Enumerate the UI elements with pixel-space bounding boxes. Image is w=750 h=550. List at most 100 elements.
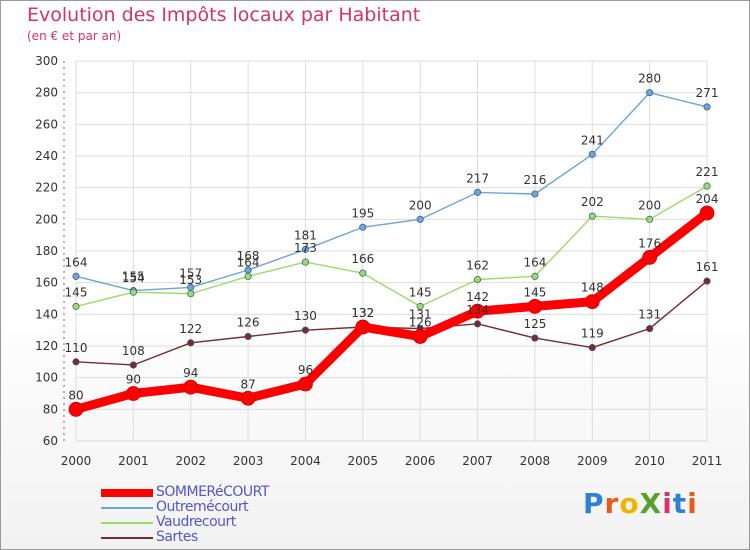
- data-label: 132: [351, 306, 374, 320]
- data-point: [588, 150, 596, 158]
- y-tick-label: 160: [35, 276, 58, 290]
- data-point: [301, 326, 310, 334]
- data-point: [298, 376, 313, 392]
- data-label: 200: [638, 198, 661, 212]
- line-chart: 60 80 100 120 140 160 180 200 220 240 260 280 300 200…: [35, 54, 722, 468]
- data-label: 145: [65, 285, 88, 299]
- data-point: [359, 269, 367, 277]
- data-label: 134: [466, 303, 489, 317]
- data-point: [646, 325, 654, 333]
- data-point: [240, 390, 256, 406]
- x-tick-label: 2004: [290, 454, 321, 468]
- data-label: 280: [638, 72, 661, 86]
- x-tick-label: 2001: [118, 454, 149, 468]
- data-label: 148: [581, 281, 604, 295]
- data-point: [703, 103, 711, 111]
- data-point: [187, 290, 195, 298]
- logo-letter: i: [662, 487, 673, 520]
- data-label: 142: [466, 290, 489, 304]
- data-label: 176: [638, 236, 661, 250]
- data-label: 126: [409, 316, 432, 330]
- data-point: [531, 272, 539, 280]
- logo-letter: t: [672, 487, 688, 520]
- data-label: 157: [179, 266, 202, 280]
- data-point: [72, 302, 80, 310]
- y-tick-label: 60: [43, 434, 58, 448]
- data-label: 164: [237, 255, 260, 269]
- data-label: 221: [696, 165, 719, 179]
- chart-legend: SOMMERéCOURT Outremécourt Vaudrecourt Sarte…: [101, 484, 361, 546]
- data-point: [129, 361, 137, 369]
- legend-swatch: [101, 522, 153, 524]
- data-label: 195: [351, 206, 374, 220]
- data-label: 164: [523, 255, 546, 269]
- legend-swatch: [101, 507, 153, 509]
- data-label: 130: [294, 309, 317, 323]
- data-label: 181: [294, 228, 317, 242]
- data-label: 145: [523, 285, 546, 299]
- data-label: 90: [126, 373, 141, 387]
- data-label: 168: [237, 249, 260, 263]
- x-tick-label: 2007: [462, 454, 493, 468]
- data-label: 155: [122, 270, 145, 284]
- data-point: [416, 215, 424, 223]
- y-tick-label: 260: [35, 117, 58, 131]
- data-label: 131: [638, 308, 661, 322]
- chart-subtitle: (en € et par an): [27, 29, 122, 43]
- proxiti-logo: ProXiti: [583, 487, 698, 520]
- x-tick-label: 2010: [634, 454, 665, 468]
- legend-item: Sartes: [101, 529, 361, 546]
- data-point: [531, 190, 539, 198]
- data-point: [359, 223, 367, 231]
- data-label: 204: [696, 192, 719, 206]
- data-point: [646, 89, 654, 97]
- data-point: [703, 182, 711, 190]
- y-tick-label: 140: [35, 307, 58, 321]
- data-label: 108: [122, 344, 145, 358]
- data-label: 131: [409, 308, 432, 322]
- legend-label: Outremécourt: [156, 499, 249, 515]
- data-label: 217: [466, 171, 489, 185]
- data-label: 161: [696, 260, 719, 274]
- logo-letter: r: [604, 487, 620, 520]
- data-point: [187, 339, 195, 347]
- logo-letter: P: [583, 487, 605, 520]
- data-label: 125: [523, 317, 546, 331]
- data-point: [703, 277, 711, 285]
- data-point: [588, 344, 596, 352]
- legend-swatch: [101, 489, 153, 497]
- legend-swatch: [101, 537, 153, 539]
- data-point: [699, 205, 715, 221]
- x-tick-label: 2002: [175, 454, 206, 468]
- data-point: [129, 288, 137, 296]
- data-point: [355, 319, 371, 335]
- data-point: [642, 249, 658, 265]
- data-label: 87: [240, 377, 255, 391]
- data-label: 162: [466, 259, 489, 273]
- data-point: [72, 358, 80, 366]
- y-tick-label: 300: [35, 54, 58, 68]
- x-tick-label: 2008: [520, 454, 551, 468]
- data-label: 216: [523, 173, 546, 187]
- data-point: [68, 401, 84, 417]
- y-tick-label: 240: [35, 149, 58, 163]
- data-point: [646, 215, 654, 223]
- logo-letter: o: [619, 487, 640, 520]
- series-line-vaudrecourt: [75, 185, 708, 308]
- data-point: [416, 302, 424, 310]
- x-tick-label: 2009: [577, 454, 608, 468]
- legend-label: SOMMERéCOURT: [156, 484, 269, 500]
- data-label: 119: [581, 327, 604, 341]
- data-point: [473, 320, 482, 328]
- data-label: 80: [68, 388, 83, 402]
- legend-item: Vaudrecourt: [101, 514, 361, 531]
- data-label: 241: [581, 133, 604, 147]
- data-label: 145: [409, 285, 432, 299]
- logo-letter: X: [639, 487, 663, 520]
- data-point: [72, 272, 80, 280]
- data-label: 122: [179, 322, 202, 336]
- series-line-sommerécourt: [71, 208, 712, 414]
- data-label: 96: [298, 363, 313, 377]
- y-tick-label: 180: [35, 244, 58, 258]
- data-point: [473, 188, 482, 196]
